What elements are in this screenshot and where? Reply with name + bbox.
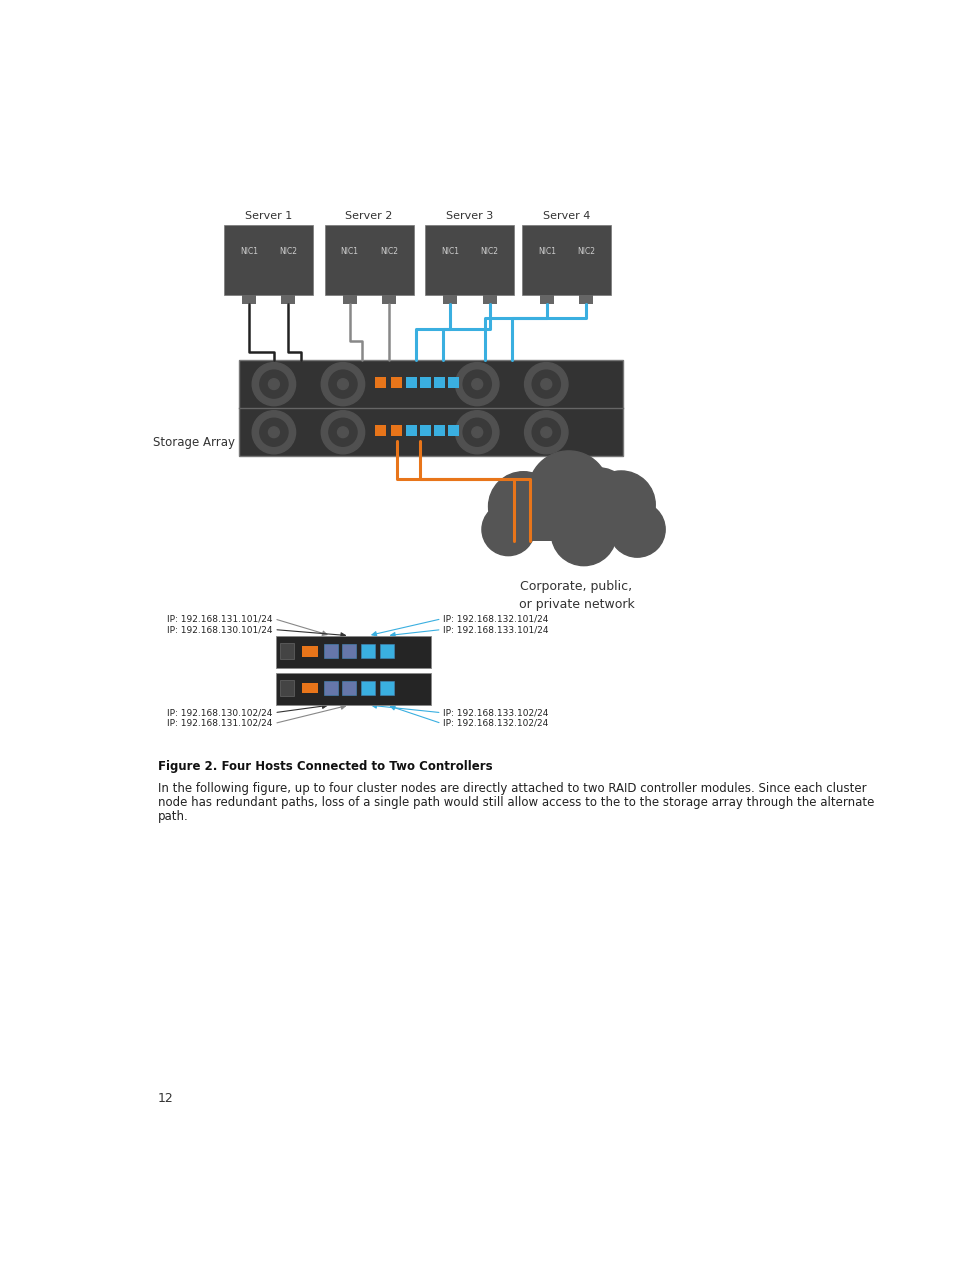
- Circle shape: [528, 451, 608, 531]
- Text: IP: 192.168.133.101/24: IP: 192.168.133.101/24: [443, 625, 548, 634]
- FancyBboxPatch shape: [275, 673, 431, 705]
- FancyBboxPatch shape: [406, 425, 416, 436]
- Circle shape: [540, 379, 551, 389]
- FancyBboxPatch shape: [578, 294, 593, 304]
- Circle shape: [252, 411, 295, 454]
- Text: Server 4: Server 4: [542, 212, 590, 222]
- Circle shape: [586, 470, 655, 539]
- Circle shape: [455, 411, 498, 454]
- FancyBboxPatch shape: [342, 294, 356, 304]
- FancyBboxPatch shape: [448, 425, 458, 436]
- Text: IP: 192.168.133.102/24: IP: 192.168.133.102/24: [443, 709, 548, 718]
- Text: NIC2: NIC2: [278, 247, 296, 256]
- FancyBboxPatch shape: [342, 644, 356, 658]
- FancyBboxPatch shape: [406, 377, 416, 388]
- FancyBboxPatch shape: [434, 425, 444, 436]
- FancyBboxPatch shape: [443, 294, 456, 304]
- FancyBboxPatch shape: [482, 294, 496, 304]
- FancyBboxPatch shape: [379, 644, 394, 658]
- Circle shape: [268, 427, 279, 437]
- Circle shape: [488, 472, 558, 541]
- FancyBboxPatch shape: [375, 377, 386, 388]
- FancyBboxPatch shape: [381, 294, 395, 304]
- Circle shape: [329, 418, 356, 446]
- FancyBboxPatch shape: [302, 682, 317, 694]
- Circle shape: [329, 370, 356, 398]
- Text: Storage Array: Storage Array: [153, 436, 235, 449]
- Circle shape: [252, 363, 295, 406]
- Text: node has redundant paths, loss of a single path would still allow access to the : node has redundant paths, loss of a sing…: [158, 796, 874, 809]
- Circle shape: [462, 418, 491, 446]
- Circle shape: [462, 370, 491, 398]
- FancyBboxPatch shape: [324, 226, 414, 294]
- FancyBboxPatch shape: [521, 226, 611, 294]
- Text: IP: 192.168.130.101/24: IP: 192.168.130.101/24: [167, 625, 273, 634]
- Text: IP: 192.168.131.102/24: IP: 192.168.131.102/24: [167, 719, 273, 728]
- FancyBboxPatch shape: [375, 425, 386, 436]
- FancyBboxPatch shape: [242, 294, 255, 304]
- Circle shape: [472, 379, 482, 389]
- Text: Corporate, public,
or private network: Corporate, public, or private network: [518, 579, 634, 610]
- Circle shape: [259, 370, 288, 398]
- FancyBboxPatch shape: [323, 644, 337, 658]
- Text: NIC2: NIC2: [379, 247, 397, 256]
- Circle shape: [481, 503, 534, 555]
- Circle shape: [455, 363, 498, 406]
- FancyBboxPatch shape: [360, 644, 375, 658]
- FancyBboxPatch shape: [495, 517, 641, 541]
- FancyBboxPatch shape: [280, 643, 294, 659]
- Circle shape: [337, 379, 348, 389]
- FancyBboxPatch shape: [281, 294, 294, 304]
- Circle shape: [337, 427, 348, 437]
- Text: NIC2: NIC2: [577, 247, 595, 256]
- Circle shape: [540, 427, 551, 437]
- Text: NIC2: NIC2: [480, 247, 498, 256]
- Circle shape: [532, 370, 559, 398]
- Text: IP: 192.168.132.101/24: IP: 192.168.132.101/24: [443, 614, 548, 624]
- FancyBboxPatch shape: [434, 377, 444, 388]
- Circle shape: [532, 418, 559, 446]
- Text: Server 3: Server 3: [446, 212, 493, 222]
- Text: 12: 12: [158, 1093, 173, 1106]
- FancyBboxPatch shape: [391, 425, 401, 436]
- Text: path.: path.: [158, 810, 189, 823]
- Text: IP: 192.168.132.102/24: IP: 192.168.132.102/24: [443, 719, 548, 728]
- Circle shape: [321, 363, 364, 406]
- Text: NIC1: NIC1: [537, 247, 556, 256]
- Circle shape: [268, 379, 279, 389]
- Circle shape: [567, 468, 629, 530]
- Circle shape: [609, 502, 664, 557]
- FancyBboxPatch shape: [425, 226, 514, 294]
- FancyBboxPatch shape: [539, 294, 554, 304]
- Text: IP: 192.168.131.101/24: IP: 192.168.131.101/24: [167, 614, 273, 624]
- Circle shape: [524, 411, 567, 454]
- Text: In the following figure, up to four cluster nodes are directly attached to two R: In the following figure, up to four clus…: [158, 782, 865, 795]
- Circle shape: [472, 427, 482, 437]
- Text: Server 2: Server 2: [345, 212, 393, 222]
- FancyBboxPatch shape: [419, 425, 431, 436]
- FancyBboxPatch shape: [239, 360, 622, 456]
- Text: IP: 192.168.130.102/24: IP: 192.168.130.102/24: [167, 709, 273, 718]
- Circle shape: [524, 363, 567, 406]
- FancyBboxPatch shape: [342, 681, 356, 695]
- FancyBboxPatch shape: [323, 681, 337, 695]
- FancyBboxPatch shape: [302, 645, 317, 657]
- Circle shape: [321, 411, 364, 454]
- Circle shape: [259, 418, 288, 446]
- Text: NIC1: NIC1: [441, 247, 458, 256]
- Text: Figure 2. Four Hosts Connected to Two Controllers: Figure 2. Four Hosts Connected to Two Co…: [158, 761, 492, 773]
- FancyBboxPatch shape: [360, 681, 375, 695]
- FancyBboxPatch shape: [224, 226, 313, 294]
- Text: NIC1: NIC1: [340, 247, 358, 256]
- FancyBboxPatch shape: [280, 681, 294, 696]
- FancyBboxPatch shape: [379, 681, 394, 695]
- FancyBboxPatch shape: [275, 635, 431, 668]
- Text: Server 1: Server 1: [245, 212, 292, 222]
- FancyBboxPatch shape: [419, 377, 431, 388]
- Text: NIC1: NIC1: [239, 247, 257, 256]
- FancyBboxPatch shape: [391, 377, 401, 388]
- FancyBboxPatch shape: [448, 377, 458, 388]
- Circle shape: [551, 501, 616, 566]
